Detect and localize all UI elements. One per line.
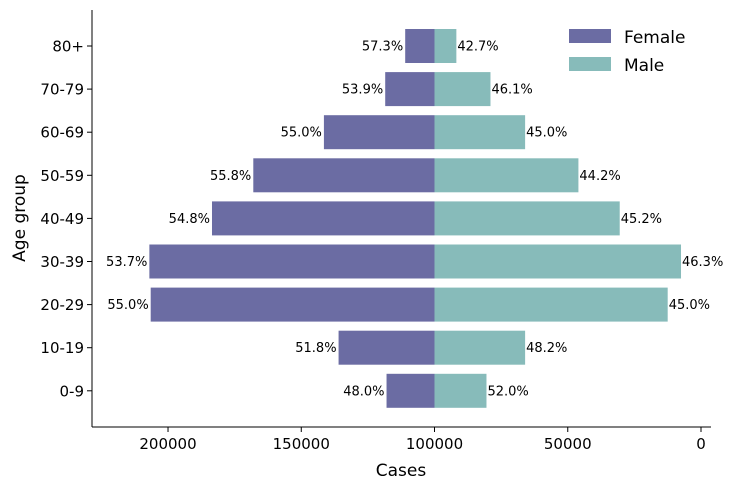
bar-male-70-79	[434, 72, 491, 107]
legend-label-male: Male	[624, 56, 664, 76]
x-tick-label-150000: 150000	[273, 435, 330, 453]
y-tick-label-40-49: 40-49	[40, 210, 84, 228]
x-axis-title: Cases	[376, 461, 427, 481]
bar-label-female-20-29: 55.0%	[107, 298, 148, 313]
bar-label-female-0-9: 48.0%	[343, 384, 384, 399]
y-tick-label-50-59: 50-59	[40, 167, 84, 185]
bar-male-50-59	[434, 158, 579, 193]
y-tick-label-10-19: 10-19	[40, 339, 84, 357]
y-tick-label-30-39: 30-39	[40, 253, 84, 271]
bar-male-10-19	[434, 330, 526, 365]
bar-label-female-70-79: 53.9%	[342, 83, 383, 98]
y-tick-label-80plus: 80+	[52, 38, 84, 56]
bar-label-male-10-19: 48.2%	[526, 341, 567, 356]
y-tick-label-70-79: 70-79	[40, 81, 84, 99]
bar-female-70-79	[385, 72, 435, 107]
bar-label-male-40-49: 45.2%	[621, 212, 662, 227]
bar-label-female-30-39: 53.7%	[106, 255, 147, 270]
x-tick-label-200000: 200000	[139, 435, 196, 453]
bar-female-50-59	[253, 158, 435, 193]
bar-female-20-29	[150, 287, 435, 322]
bar-label-male-70-79: 46.1%	[491, 83, 532, 98]
bar-label-male-50-59: 44.2%	[579, 169, 620, 184]
bar-labels-layer: 57.3% 42.7% 53.9% 46.1% 55.0% 45.0% 55.8% 44.2%…	[106, 40, 723, 400]
bar-label-female-60-69: 55.0%	[281, 126, 322, 141]
bar-female-10-19	[338, 330, 435, 365]
bar-label-male-0-9: 52.0%	[487, 384, 528, 399]
bar-female-30-39	[149, 244, 435, 279]
bar-male-30-39	[434, 244, 682, 279]
x-tick-label-50000: 50000	[544, 435, 592, 453]
bar-label-male-30-39: 46.3%	[682, 255, 723, 270]
y-axis-title: Age group	[10, 174, 30, 262]
bar-female-80plus	[405, 29, 435, 63]
y-ticks-layer: 80+ 70-79 60-69 50-59 40-49 30-39 20-29 10-19 0-…	[40, 38, 92, 400]
legend: Female Male	[569, 28, 685, 76]
bars-layer	[149, 29, 682, 408]
bar-female-60-69	[323, 115, 435, 150]
bar-label-female-40-49: 54.8%	[169, 212, 210, 227]
bar-label-female-80plus: 57.3%	[362, 40, 403, 55]
bar-label-male-60-69: 45.0%	[526, 126, 567, 141]
legend-swatch-male	[569, 57, 611, 71]
bar-label-female-10-19: 51.8%	[295, 341, 336, 356]
bar-male-60-69	[434, 115, 526, 150]
y-tick-label-0-9: 0-9	[60, 382, 85, 400]
bar-female-0-9	[386, 373, 435, 408]
x-tick-label-0: 0	[696, 435, 706, 453]
bar-male-80plus	[434, 29, 457, 63]
bar-label-female-50-59: 55.8%	[210, 169, 251, 184]
y-tick-label-20-29: 20-29	[40, 296, 84, 314]
bar-label-male-80plus: 42.7%	[457, 40, 498, 55]
legend-swatch-female	[569, 29, 611, 43]
bar-male-40-49	[434, 201, 620, 236]
bar-female-40-49	[211, 201, 435, 236]
bar-label-male-20-29: 45.0%	[669, 298, 710, 313]
x-tick-label-100000: 100000	[406, 435, 463, 453]
y-tick-label-60-69: 60-69	[40, 124, 84, 142]
bar-male-0-9	[434, 373, 487, 408]
x-ticks-layer: 200000 150000 100000 50000 0	[139, 427, 706, 453]
legend-label-female: Female	[624, 28, 685, 48]
bar-male-20-29	[434, 287, 668, 322]
